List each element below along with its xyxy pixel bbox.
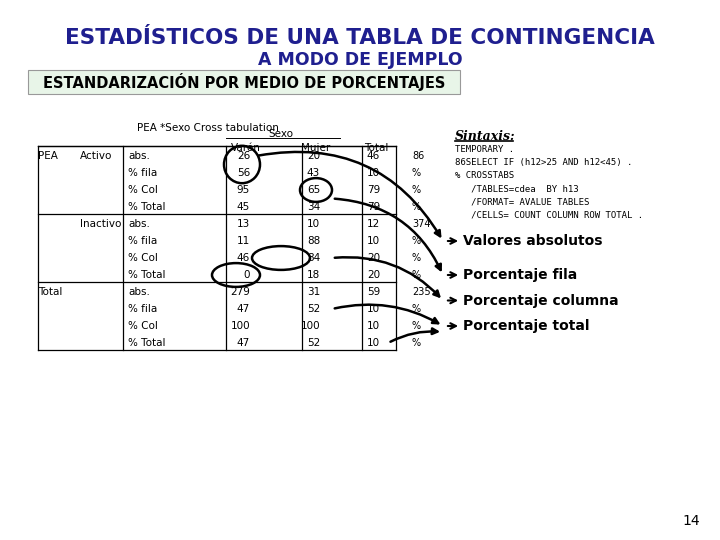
Text: abs.: abs. [128,151,150,161]
Text: Mujer: Mujer [302,143,330,153]
Text: A MODO DE EJEMPLO: A MODO DE EJEMPLO [258,51,462,69]
Text: % Col: % Col [128,185,158,195]
Text: 14: 14 [683,514,700,528]
Text: 374: 374 [412,219,431,229]
Text: ESTANDARIZACIÓN POR MEDIO DE PORCENTAJES: ESTANDARIZACIÓN POR MEDIO DE PORCENTAJES [42,73,445,91]
Text: Valores absolutos: Valores absolutos [463,234,603,248]
Text: 20: 20 [367,270,380,280]
Text: 0: 0 [243,270,250,280]
Text: 12: 12 [366,219,380,229]
FancyArrowPatch shape [258,152,440,236]
Text: %: % [412,270,421,280]
Text: 100: 100 [230,321,250,331]
Text: /FORMAT= AVALUE TABLES: /FORMAT= AVALUE TABLES [455,198,590,206]
FancyBboxPatch shape [28,70,460,94]
Text: 10: 10 [307,219,320,229]
Text: %: % [412,304,421,314]
FancyArrowPatch shape [335,305,438,323]
Text: Sexo: Sexo [269,129,294,139]
Text: % fila: % fila [128,304,157,314]
Text: 10: 10 [367,236,380,246]
Text: Porcentaje columna: Porcentaje columna [463,294,618,307]
Text: PEA *Sexo Cross tabulation: PEA *Sexo Cross tabulation [137,123,279,133]
Text: % Col: % Col [128,321,158,331]
Text: 26: 26 [237,151,250,161]
Text: TEMPORARY .: TEMPORARY . [455,145,514,154]
Text: 47: 47 [237,304,250,314]
Text: 13: 13 [237,219,250,229]
Text: PEA: PEA [38,151,58,161]
Text: Varón: Varón [231,143,261,153]
Text: 59: 59 [366,287,380,297]
Text: 46: 46 [366,151,380,161]
Text: 86SELECT IF (h12>25 AND h12<45) .: 86SELECT IF (h12>25 AND h12<45) . [455,159,632,167]
Text: %: % [412,202,421,212]
Text: 52: 52 [307,338,320,348]
Text: % fila: % fila [128,236,157,246]
Text: % Total: % Total [128,270,166,280]
Text: 95: 95 [237,185,250,195]
Text: ESTADÍSTICOS DE UNA TABLA DE CONTINGENCIA: ESTADÍSTICOS DE UNA TABLA DE CONTINGENCI… [65,28,655,48]
Text: 10: 10 [367,338,380,348]
Text: Total: Total [38,287,63,297]
Text: %: % [412,321,421,331]
FancyArrowPatch shape [390,328,438,342]
Text: Porcentaje fila: Porcentaje fila [463,268,577,282]
Text: 79: 79 [366,202,380,212]
Text: %: % [412,185,421,195]
Text: 11: 11 [237,236,250,246]
Text: 56: 56 [237,168,250,178]
Text: %: % [412,338,421,348]
Text: 43: 43 [307,168,320,178]
Text: Total: Total [364,143,388,153]
Text: % Total: % Total [128,202,166,212]
Text: /TABLES=cdea  BY h13: /TABLES=cdea BY h13 [455,185,579,193]
Text: 100: 100 [300,321,320,331]
Text: 20: 20 [307,151,320,161]
Text: %: % [412,168,421,178]
Text: 10: 10 [367,321,380,331]
Text: 279: 279 [230,287,250,297]
Text: % Total: % Total [128,338,166,348]
Text: 52: 52 [307,304,320,314]
Text: Porcentaje total: Porcentaje total [463,319,590,333]
FancyArrowPatch shape [335,257,439,296]
Text: 84: 84 [307,253,320,263]
Text: 86: 86 [412,151,424,161]
Text: Inactivo: Inactivo [80,219,122,229]
Text: %: % [412,236,421,246]
Text: 47: 47 [237,338,250,348]
Text: 18: 18 [307,270,320,280]
Text: 10: 10 [367,168,380,178]
Text: 88: 88 [307,236,320,246]
Text: 31: 31 [307,287,320,297]
Text: %: % [412,253,421,263]
Text: 34: 34 [307,202,320,212]
Text: 65: 65 [307,185,320,195]
Text: % CROSSTABS: % CROSSTABS [455,172,514,180]
Text: /CELLS= COUNT COLUMN ROW TOTAL .: /CELLS= COUNT COLUMN ROW TOTAL . [455,211,643,219]
Text: % Col: % Col [128,253,158,263]
Text: Sintaxis:: Sintaxis: [455,130,516,143]
Text: 45: 45 [237,202,250,212]
Text: 235: 235 [412,287,431,297]
Text: 10: 10 [367,304,380,314]
Text: abs.: abs. [128,287,150,297]
Text: abs.: abs. [128,219,150,229]
Text: 20: 20 [367,253,380,263]
Text: 46: 46 [237,253,250,263]
Text: % fila: % fila [128,168,157,178]
FancyArrowPatch shape [335,199,441,270]
Text: Activo: Activo [80,151,112,161]
Text: 79: 79 [366,185,380,195]
